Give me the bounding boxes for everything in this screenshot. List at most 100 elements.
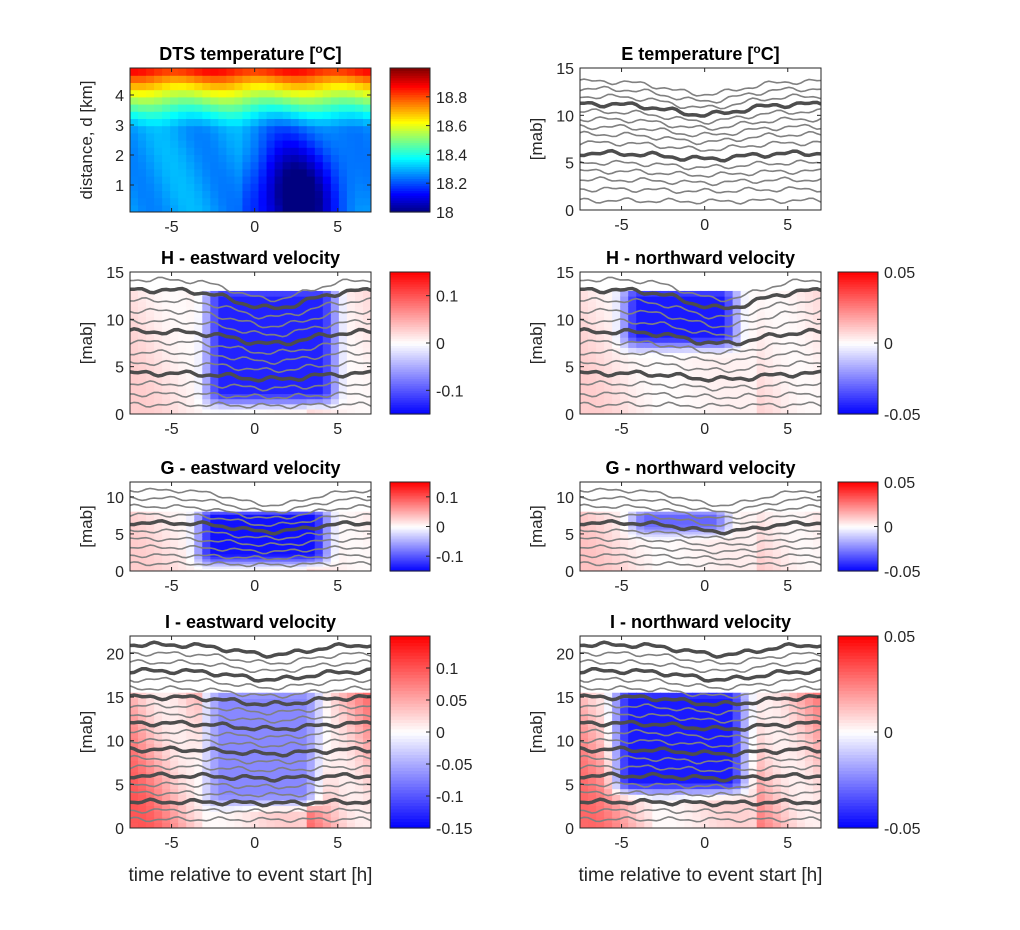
heatmap-cell xyxy=(796,563,806,567)
heatmap-cell xyxy=(676,337,686,343)
heatmap-cell xyxy=(338,704,348,711)
colorbar-segment xyxy=(390,369,430,372)
heatmap-cell xyxy=(628,398,637,405)
heatmap-cell xyxy=(202,811,211,818)
heatmap-cell xyxy=(652,316,661,323)
heatmap-cell xyxy=(154,726,163,733)
heatmap-cell xyxy=(660,546,669,550)
isotherm-line xyxy=(580,168,821,178)
heatmap-cell xyxy=(362,337,371,343)
heatmap-cell xyxy=(282,563,292,567)
heatmap-cell xyxy=(588,805,597,812)
heatmap-cell xyxy=(338,161,348,170)
heatmap-cell xyxy=(652,524,661,528)
heatmap-cell xyxy=(668,362,677,369)
heatmap-cell xyxy=(218,82,227,91)
heatmap-cell xyxy=(588,743,597,750)
colorbar-segment xyxy=(838,286,878,290)
colorbar-segment xyxy=(390,395,430,399)
heatmap-cell xyxy=(138,526,147,530)
heatmap-cell xyxy=(612,794,621,801)
heatmap-cell xyxy=(154,378,163,384)
isotherm-line xyxy=(580,176,821,187)
heatmap-cell xyxy=(266,347,276,354)
heatmap-cell xyxy=(210,68,219,76)
heatmap-cell xyxy=(242,737,252,745)
heatmap-cell xyxy=(170,367,179,374)
heatmap-cell xyxy=(234,566,244,570)
heatmap-cell xyxy=(708,548,718,552)
heatmap-cell xyxy=(266,296,276,302)
heatmap-cell xyxy=(620,822,629,828)
heatmap-cell xyxy=(202,543,211,547)
heatmap-cell xyxy=(716,511,726,515)
heatmap-cell xyxy=(250,777,260,784)
heatmap-cell xyxy=(210,154,219,163)
heatmap-cell xyxy=(636,337,645,343)
heatmap-cell xyxy=(178,176,187,184)
heatmap-cell xyxy=(242,536,252,540)
heatmap-cell xyxy=(282,816,292,823)
heatmap-cell xyxy=(282,538,292,542)
heatmap-cell xyxy=(146,568,155,571)
heatmap-cell xyxy=(338,296,348,302)
heatmap-cell xyxy=(636,316,645,323)
heatmap-cell xyxy=(804,331,814,338)
colorbar-segment xyxy=(838,345,878,349)
heatmap-cell xyxy=(788,533,798,537)
heatmap-cell xyxy=(162,104,171,112)
heatmap-cell xyxy=(170,538,179,542)
heatmap-cell xyxy=(258,296,268,302)
colorbar-segment xyxy=(390,378,430,382)
y-tick-label: 5 xyxy=(115,360,124,377)
heatmap-cell xyxy=(314,75,324,83)
heatmap-cell xyxy=(756,337,766,343)
heatmap-cell xyxy=(804,372,814,379)
heatmap-cell xyxy=(604,357,613,364)
heatmap-cell xyxy=(612,715,621,722)
heatmap-cell xyxy=(274,82,284,91)
heatmap-cell xyxy=(740,531,750,535)
heatmap-cell xyxy=(258,75,268,83)
heatmap-cell xyxy=(226,75,236,83)
heatmap-cell xyxy=(146,709,155,716)
heatmap-cell xyxy=(322,533,332,537)
heatmap-cell xyxy=(250,811,260,818)
heatmap-cell xyxy=(330,190,340,199)
heatmap-cell xyxy=(748,551,758,555)
heatmap-cell xyxy=(290,132,300,141)
heatmap-cell xyxy=(234,306,244,313)
heatmap-cell xyxy=(178,89,187,98)
colorbar-tick-label: 0 xyxy=(436,336,445,353)
heatmap-cell xyxy=(226,290,236,297)
heatmap-cell xyxy=(354,816,364,823)
heatmap-cell xyxy=(242,811,252,818)
heatmap-cell xyxy=(612,533,621,537)
heatmap-cell xyxy=(804,357,814,364)
heatmap-cell xyxy=(772,301,782,307)
heatmap-cell xyxy=(708,331,718,338)
heatmap-cell xyxy=(804,548,814,552)
heatmap-cell xyxy=(138,553,147,557)
heatmap-cell xyxy=(210,393,219,400)
heatmap-cell xyxy=(162,709,171,716)
heatmap-cell xyxy=(692,352,702,359)
heatmap-cell xyxy=(226,321,236,328)
heatmap-cell xyxy=(748,566,758,570)
x-axis-label: time relative to event start [h] xyxy=(129,865,373,886)
heatmap-cell xyxy=(306,132,316,141)
heatmap-cell xyxy=(130,551,139,555)
heatmap-cell xyxy=(322,383,332,389)
heatmap-cell xyxy=(596,704,605,711)
heatmap-cell xyxy=(700,521,710,525)
heatmap-cell xyxy=(290,104,300,112)
heatmap-cell xyxy=(748,514,758,518)
heatmap-cell xyxy=(186,104,195,112)
heatmap-cell xyxy=(692,514,702,518)
heatmap-cell xyxy=(780,566,790,570)
heatmap-cell xyxy=(178,566,187,570)
heatmap-cell xyxy=(612,538,621,542)
colorbar-segment xyxy=(390,383,430,387)
heatmap-cell xyxy=(796,337,806,343)
heatmap-cell xyxy=(612,403,621,410)
